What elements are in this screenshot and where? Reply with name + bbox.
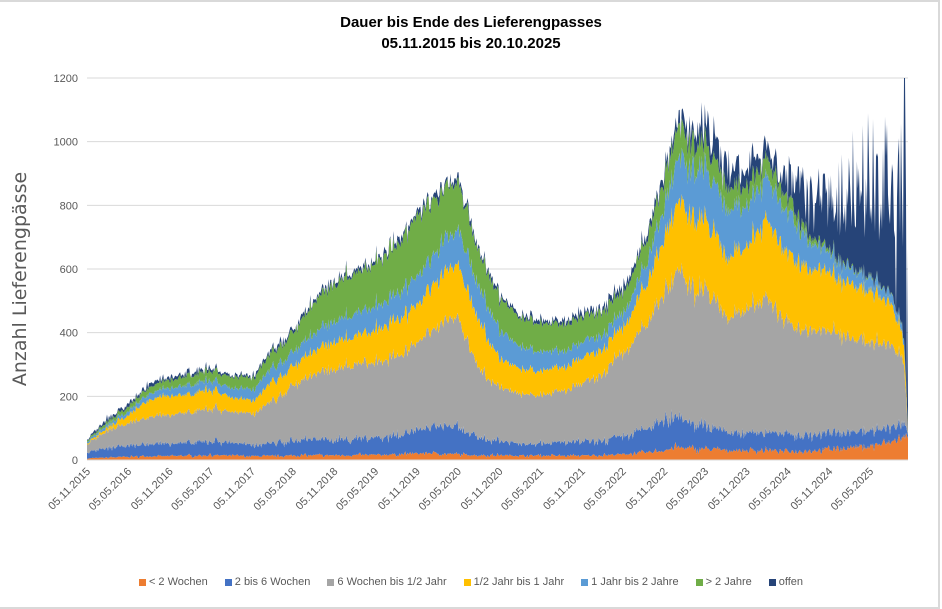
- x-tick-label: 05.11.2015: [46, 466, 93, 513]
- legend: < 2 Wochen 2 bis 6 Wochen 6 Wochen bis 1/2…: [0, 576, 942, 588]
- legend-item: > 2 Jahre: [695, 576, 752, 588]
- legend-label: 1/2 Jahr bis 1 Jahr: [473, 576, 565, 588]
- chart-title: Dauer bis Ende des Lieferengpasses: [340, 14, 602, 31]
- legend-label: 1 Jahr bis 2 Jahre: [591, 576, 679, 588]
- legend-item: 2 bis 6 Wochen: [224, 576, 311, 588]
- x-tick-label: 05.11.2023: [706, 466, 753, 513]
- y-tick-label: 200: [60, 391, 78, 403]
- x-tick-label: 05.05.2018: [252, 466, 299, 513]
- y-axis-label: Anzahl Lieferengpässe: [9, 172, 31, 386]
- area-2-bis-6-wochen: [87, 409, 908, 459]
- legend-item: 1/2 Jahr bis 1 Jahr: [463, 576, 565, 588]
- legend-swatch: [224, 578, 232, 586]
- x-tick-label: 05.05.2025: [829, 466, 876, 513]
- legend-item: 6 Wochen bis 1/2 Jahr: [327, 576, 447, 588]
- y-tick-label: 400: [60, 328, 78, 340]
- x-tick-label: 05.05.2019: [334, 466, 381, 513]
- legend-swatch: [768, 578, 776, 586]
- area-series: [87, 78, 908, 460]
- legend-item: 1 Jahr bis 2 Jahre: [581, 576, 679, 588]
- legend-swatch: [463, 578, 471, 586]
- area-2-wochen: [87, 432, 908, 460]
- legend-swatch: [581, 578, 589, 586]
- chart-subtitle: 05.11.2015 bis 20.10.2025: [381, 35, 561, 52]
- area-1-2-jahr-bis-1-jahr: [87, 194, 908, 445]
- x-tick-label: 05.05.2021: [499, 466, 546, 513]
- legend-label: 2 bis 6 Wochen: [234, 576, 311, 588]
- x-tick-label: 05.05.2017: [169, 466, 216, 513]
- legend-swatch: [138, 578, 146, 586]
- y-tick-label: 1000: [54, 137, 78, 149]
- legend-item: offen: [768, 576, 804, 588]
- legend-label: offen: [778, 576, 804, 588]
- chart-title-block: Dauer bis Ende des Lieferengpasses 05.11…: [0, 12, 942, 54]
- legend-item: < 2 Wochen: [138, 576, 208, 588]
- x-tick-label: 05.05.2020: [417, 466, 464, 513]
- y-axis-ticks: 0 200 400 600 800 1000 1200: [54, 73, 78, 467]
- legend-label: > 2 Jahre: [705, 576, 752, 588]
- x-tick-label: 05.05.2022: [581, 466, 628, 513]
- legend-label: < 2 Wochen: [148, 576, 208, 588]
- x-tick-label: 05.05.2016: [87, 466, 134, 513]
- x-tick-label: 05.11.2019: [376, 466, 423, 513]
- legend-swatch: [327, 578, 335, 586]
- y-tick-label: 0: [72, 455, 78, 467]
- x-axis-ticks: 05.11.201505.05.201605.11.201605.05.2017…: [46, 466, 876, 513]
- legend-label: 6 Wochen bis 1/2 Jahr: [337, 576, 447, 588]
- area-6-wochen-bis-1-2-jahr: [87, 262, 908, 454]
- y-tick-label: 600: [60, 264, 78, 276]
- x-tick-label: 05.05.2023: [664, 466, 711, 513]
- y-tick-label: 800: [60, 200, 78, 212]
- x-tick-label: 05.05.2024: [746, 466, 793, 513]
- legend-swatch: [695, 578, 703, 586]
- y-tick-label: 1200: [54, 73, 78, 85]
